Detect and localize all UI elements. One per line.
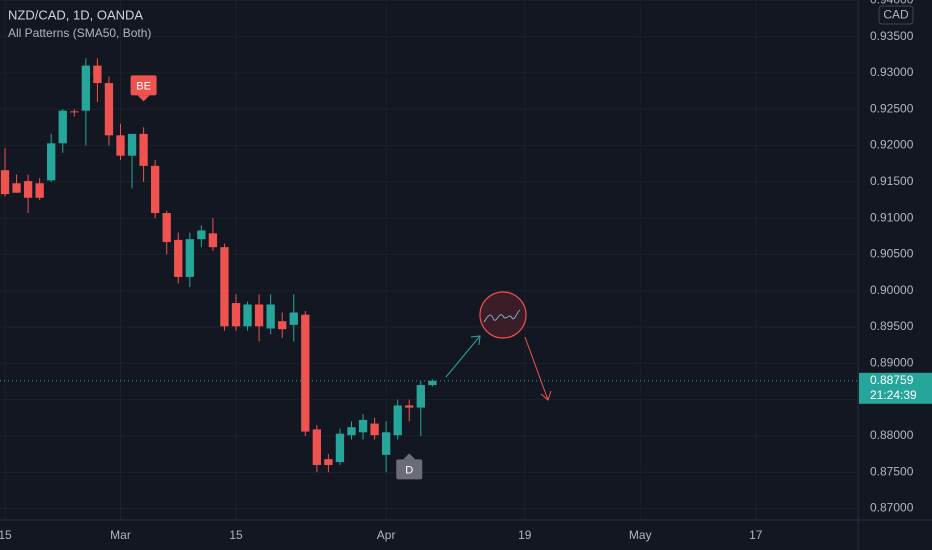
y-tick-label: 0.91000 xyxy=(870,210,914,224)
y-tick-label: 0.92500 xyxy=(870,101,914,115)
candles xyxy=(0,58,858,473)
candle-body xyxy=(116,135,125,156)
candle-body xyxy=(93,65,102,84)
y-tick-label: 0.90000 xyxy=(870,283,914,297)
candle-body xyxy=(405,405,414,408)
candle-body xyxy=(70,111,79,113)
y-tick-label: 0.93000 xyxy=(870,65,914,79)
candle-body xyxy=(266,304,275,329)
candle-body xyxy=(289,312,298,325)
candle-body xyxy=(347,427,356,436)
countdown-label: 21:24:39 xyxy=(870,388,917,402)
candle-body xyxy=(381,432,391,455)
y-tick-label: 0.89000 xyxy=(870,355,914,369)
y-tick-label: 0.90500 xyxy=(870,247,914,261)
candle-body xyxy=(243,304,252,327)
candle-body xyxy=(358,419,368,433)
down-arrow xyxy=(524,336,549,401)
candle-body xyxy=(324,459,333,465)
x-tick-label: 19 xyxy=(518,528,532,542)
pattern-label: D xyxy=(405,464,413,476)
candle-body xyxy=(35,183,44,198)
y-tick-label: 0.87500 xyxy=(870,464,914,478)
y-tick-label: 0.88000 xyxy=(870,428,914,442)
candle-body xyxy=(231,303,241,327)
candle-body xyxy=(0,170,10,195)
x-tick-label: May xyxy=(629,528,652,542)
indicator-label: All Patterns (SMA50, Both) xyxy=(8,26,151,40)
candle-body xyxy=(185,239,194,277)
candle-body xyxy=(416,385,425,408)
candle-body xyxy=(127,133,137,156)
x-tick-label: 15 xyxy=(0,528,12,542)
candle-body xyxy=(370,423,379,436)
squiggle xyxy=(483,309,521,323)
candle-body xyxy=(23,181,33,198)
candle-body xyxy=(428,380,437,386)
x-tick-label: 15 xyxy=(229,528,243,542)
candle-body xyxy=(208,233,218,248)
pattern-box xyxy=(130,75,157,96)
candle-body xyxy=(81,65,91,111)
y-tick-label: 0.93500 xyxy=(870,29,914,43)
grid xyxy=(0,0,858,520)
last-price-label: 0.88759 xyxy=(870,373,914,387)
time-axis xyxy=(0,520,858,550)
candle-body xyxy=(162,213,171,243)
candle-body xyxy=(104,83,114,136)
y-tick-label: 0.91500 xyxy=(870,174,914,188)
candle-body xyxy=(254,304,264,327)
candle-body xyxy=(335,433,345,463)
x-tick-label: Mar xyxy=(110,528,131,542)
target-circle xyxy=(479,291,527,339)
candle-body xyxy=(393,405,402,436)
x-tick-label: 17 xyxy=(749,528,763,542)
up-arrow xyxy=(445,335,481,378)
candle-body xyxy=(278,321,287,330)
price-axis xyxy=(858,0,932,550)
pattern-box xyxy=(396,459,423,480)
pattern-pointer xyxy=(403,453,416,460)
candle-body xyxy=(197,230,206,240)
candle-body xyxy=(58,110,67,144)
candle-body xyxy=(150,165,160,214)
candle-body xyxy=(174,239,183,277)
candle-body xyxy=(312,429,322,465)
x-tick-label: Apr xyxy=(377,528,396,542)
last-price-box xyxy=(859,372,932,404)
down-arrow-head xyxy=(540,390,552,401)
up-arrow-head xyxy=(470,335,481,346)
y-tick-label: 0.94000 xyxy=(870,0,914,6)
y-tick-label: 0.87000 xyxy=(870,501,914,515)
chart-title: NZD/CAD, 1D, OANDA xyxy=(8,7,143,22)
y-tick-label: 0.92000 xyxy=(870,138,914,152)
currency-label[interactable]: CAD xyxy=(883,8,909,22)
candle-body xyxy=(12,183,21,193)
candle-body xyxy=(139,133,148,166)
pattern-pointer xyxy=(137,95,150,102)
candle-body xyxy=(47,143,56,181)
currency-box[interactable] xyxy=(878,5,914,25)
pattern-label: BE xyxy=(136,80,151,92)
candle-body xyxy=(220,247,229,327)
y-tick-label: 0.89500 xyxy=(870,319,914,333)
candle-body xyxy=(301,314,310,432)
